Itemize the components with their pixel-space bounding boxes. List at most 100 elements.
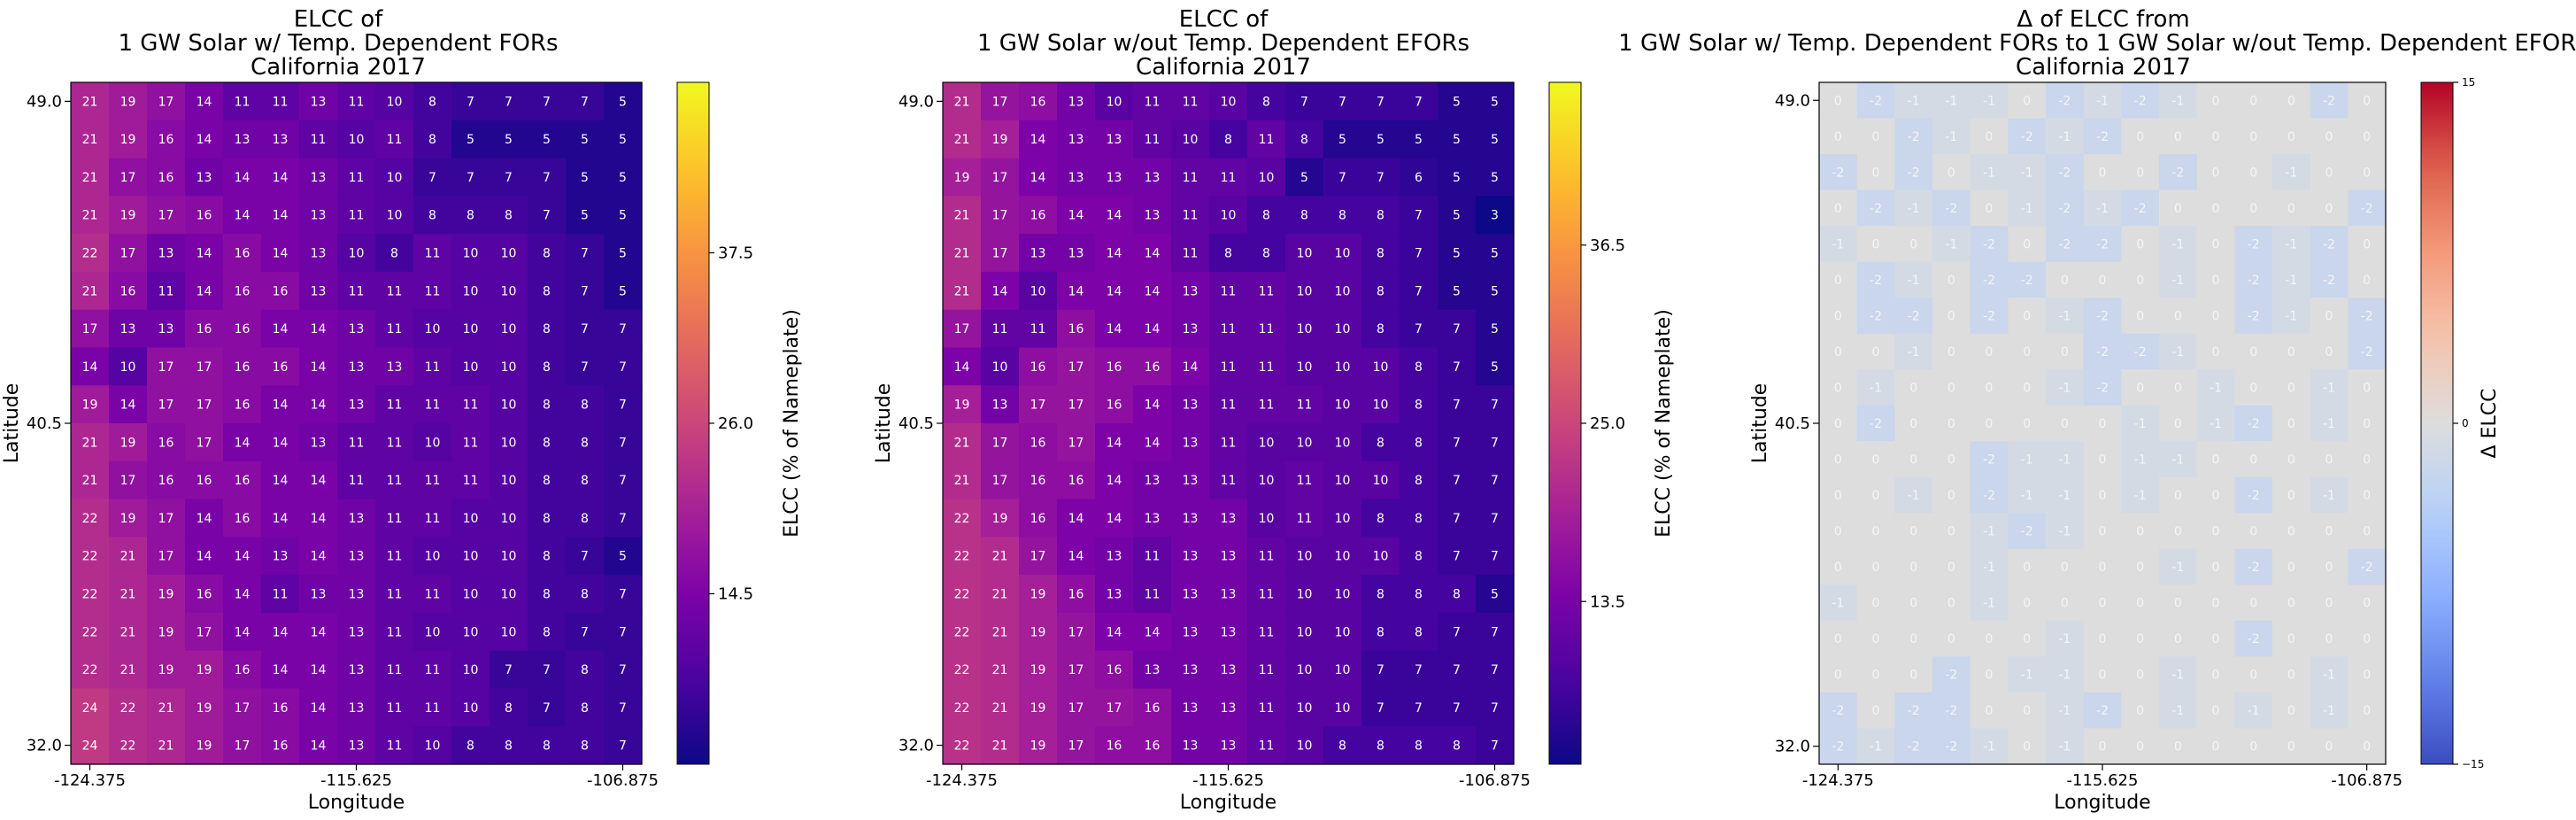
heatmap-cell (981, 158, 1020, 197)
cell-value-label: 8 (1262, 95, 1270, 109)
heatmap-cell (261, 688, 300, 727)
heatmap-cell (1019, 688, 1058, 727)
heatmap-cell (261, 82, 300, 121)
y-axis-label: Latitude (1749, 383, 1771, 464)
heatmap-cell (1894, 118, 1933, 155)
heatmap-cell (2121, 82, 2160, 120)
heatmap-cell (451, 460, 490, 500)
heatmap-cell (1247, 158, 1286, 197)
cell-value-label: 17 (158, 398, 174, 413)
cell-value-label: -1 (2171, 345, 2184, 360)
cell-value-label: 0 (2099, 453, 2107, 468)
heatmap-cell (604, 726, 643, 765)
heatmap-cell (223, 460, 262, 500)
y-tick-label: 40.5 (27, 414, 62, 433)
heatmap-cell (2196, 298, 2235, 335)
heatmap-cell (2083, 226, 2122, 263)
cell-value-label: 11 (1259, 663, 1275, 677)
cell-value-label: 13 (1183, 322, 1199, 337)
heatmap-cell (2196, 656, 2235, 693)
heatmap-cell (1095, 158, 1134, 197)
heatmap-cell (1209, 385, 1248, 424)
heatmap-cell (2008, 620, 2047, 658)
heatmap-cell (337, 650, 376, 690)
heatmap-cell (1209, 688, 1248, 727)
cell-value-label: 21 (992, 663, 1008, 677)
cell-value-label: 14 (311, 474, 327, 488)
heatmap-cell (1438, 460, 1477, 500)
heatmap-cell (1894, 692, 1933, 730)
cell-value-label: 0 (1872, 597, 1880, 611)
cell-value-label: -1 (2285, 274, 2297, 288)
heatmap-cell (1970, 190, 2009, 227)
heatmap-cell (1133, 309, 1172, 349)
heatmap-cell (375, 309, 414, 349)
cell-value-label: 22 (82, 588, 98, 602)
cell-value-label: 0 (1834, 632, 1842, 646)
heatmap-cell (299, 612, 338, 652)
cell-value-label: 7 (1453, 550, 1461, 564)
cell-value-label: 13 (349, 701, 365, 716)
cell-value-label: 11 (425, 512, 441, 526)
heatmap-cell (109, 423, 148, 462)
heatmap-cell (1057, 499, 1096, 538)
cell-value-label: 0 (2212, 237, 2220, 251)
heatmap-cell (109, 196, 148, 235)
heatmap-cell (1819, 513, 1858, 550)
heatmap-cell (1400, 499, 1438, 538)
cell-value-label: 0 (2287, 632, 2295, 646)
cell-value-label: 14 (1145, 625, 1161, 639)
heatmap-cell (71, 499, 110, 538)
cell-value-label: 0 (2136, 381, 2144, 395)
cell-value-label: 17 (120, 474, 136, 488)
cell-value-label: 0 (1834, 453, 1842, 468)
heatmap-cell (2348, 692, 2387, 730)
cell-value-label: 11 (1259, 360, 1275, 375)
cell-value-label: 14 (1145, 398, 1161, 413)
heatmap-cell (299, 688, 338, 727)
cell-value-label: 0 (1947, 561, 1955, 575)
cell-value-label: 5 (1453, 171, 1461, 185)
heatmap-cell (2046, 476, 2085, 514)
cell-value-label: 14 (311, 550, 327, 564)
heatmap-cell (2121, 513, 2160, 550)
cell-value-label: -2 (2248, 417, 2260, 431)
heatmap-cell (2310, 369, 2348, 406)
cell-value-label: 10 (501, 247, 517, 261)
cell-value-label: 17 (1030, 550, 1046, 564)
heatmap-cell (943, 234, 982, 273)
cell-value-label: 13 (387, 360, 403, 375)
cell-value-label: 0 (2287, 202, 2295, 216)
heatmap-cell (1133, 347, 1172, 386)
cell-value-label: 0 (1834, 417, 1842, 431)
heatmap-cell (413, 271, 452, 311)
heatmap-cell (1323, 196, 1362, 235)
cell-value-label: 5 (619, 133, 627, 147)
heatmap-cell (337, 82, 376, 121)
cell-value-label: -1 (1983, 740, 1995, 754)
cell-value-label: 7 (1491, 550, 1499, 564)
heatmap-cell (1361, 271, 1400, 311)
heatmap-cell (528, 688, 567, 727)
heatmap-cell (1400, 537, 1438, 576)
x-axis-label: Longitude (308, 792, 405, 814)
cell-value-label: 0 (1834, 489, 1842, 503)
heatmap-cell (981, 726, 1020, 765)
heatmap-cell (2159, 298, 2198, 335)
heatmap-cell (1285, 309, 1324, 349)
heatmap-cell (147, 120, 186, 159)
heatmap-cell (1133, 575, 1172, 614)
heatmap-cell (1894, 441, 1933, 478)
cell-value-label: 16 (273, 284, 289, 298)
cell-value-label: 0 (2325, 202, 2333, 216)
heatmap-cell (2159, 82, 2198, 120)
heatmap-cell (1171, 460, 1210, 500)
heatmap-cell (1285, 196, 1324, 235)
cell-value-label: -2 (2323, 237, 2335, 251)
heatmap-cell (1171, 385, 1210, 424)
heatmap-cell (2348, 405, 2387, 442)
cell-value-label: 0 (2325, 345, 2333, 360)
cell-value-label: 10 (1259, 474, 1275, 488)
cell-value-label: 0 (2174, 130, 2182, 144)
cell-value-label: 17 (1107, 701, 1122, 716)
